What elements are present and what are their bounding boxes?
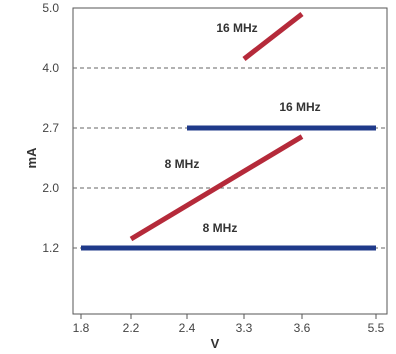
y-tick-label: 2.7 [42,121,59,135]
data-lines [81,14,376,248]
y-axis-title: mA [24,147,39,169]
series-label: 8 MHz [165,157,200,171]
series-label: 16 MHz [216,21,257,35]
x-tick-label: 1.8 [73,321,90,335]
x-tick-label: 2.2 [123,321,140,335]
x-axis-title: V [211,336,220,351]
y-tick-label: 4.0 [42,61,59,75]
x-tick-label: 3.6 [294,321,311,335]
y-tick-label: 2.0 [42,181,59,195]
x-tick-label: 3.3 [236,321,253,335]
series-label: 16 MHz [279,100,320,114]
x-tick-label: 5.5 [368,321,385,335]
plot-frame [73,8,387,314]
y-tick-label: 1.2 [42,241,59,255]
y-axis-ticks: 1.2 2.0 2.7 4.0 5.0 [42,1,59,255]
x-tick-label: 2.4 [179,321,196,335]
series-label: 8 MHz [203,221,238,235]
x-axis-ticks: 1.8 2.2 2.4 3.3 3.6 5.5 [73,314,385,335]
y-tick-label: 5.0 [42,1,59,15]
